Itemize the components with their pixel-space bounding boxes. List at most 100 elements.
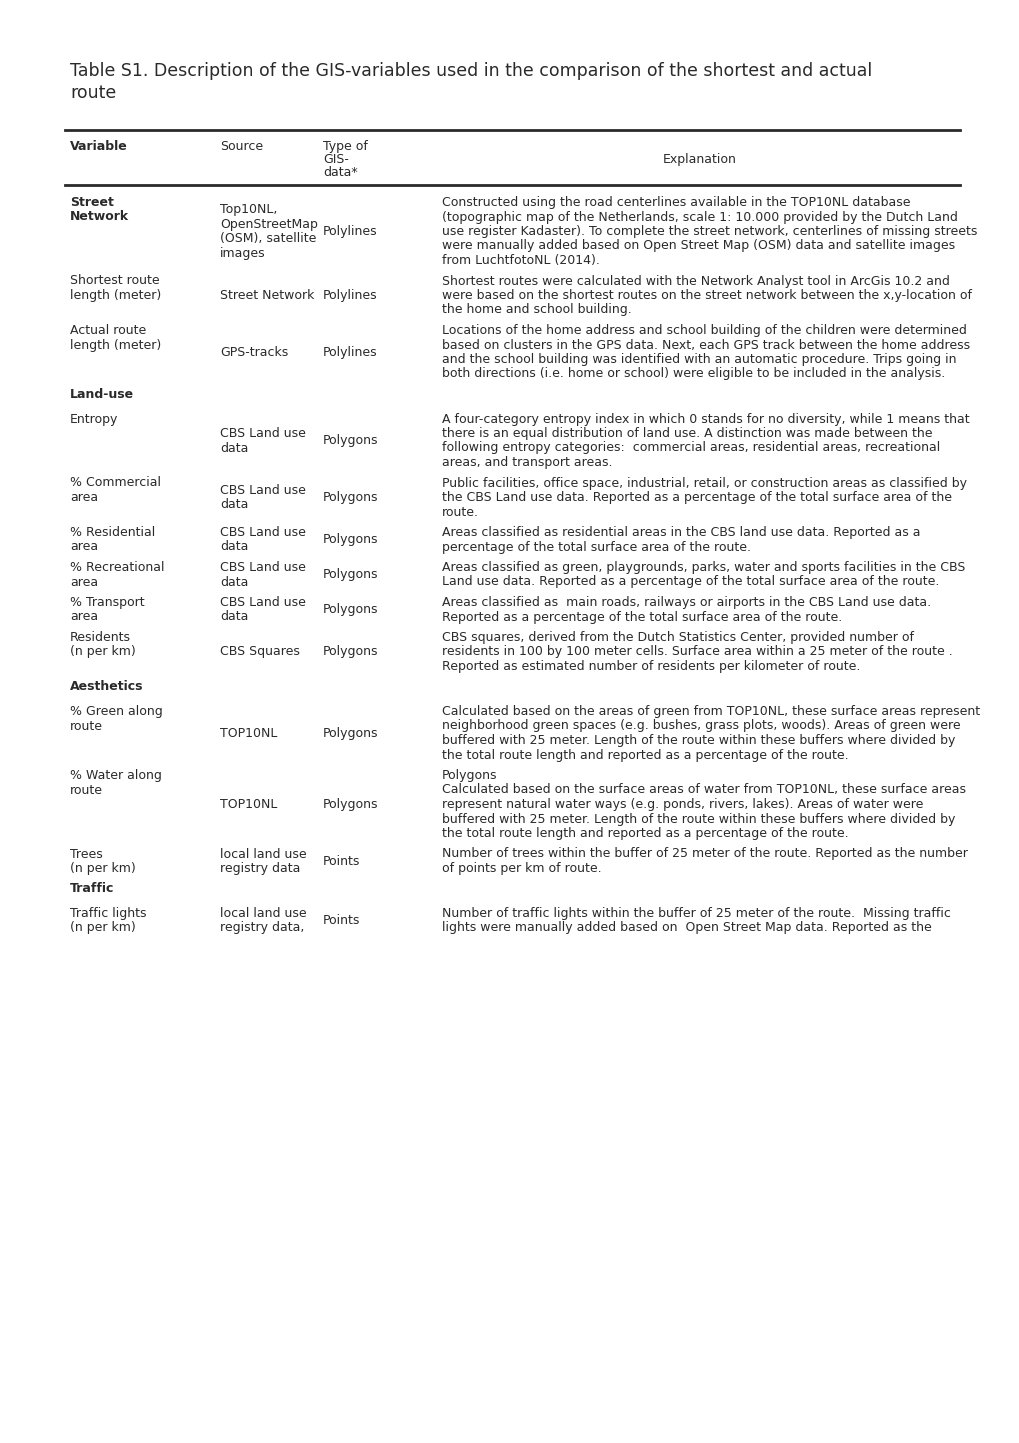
Text: (n per km): (n per km) (70, 861, 136, 874)
Text: both directions (i.e. home or school) were eligible to be included in the analys: both directions (i.e. home or school) we… (441, 368, 945, 381)
Text: OpenStreetMap: OpenStreetMap (220, 218, 318, 231)
Text: area: area (70, 541, 98, 554)
Text: following entropy categories:  commercial areas, residential areas, recreational: following entropy categories: commercial… (441, 442, 940, 455)
Text: Polygons: Polygons (441, 769, 497, 782)
Text: Polylines: Polylines (323, 289, 377, 302)
Text: data: data (220, 610, 249, 623)
Text: Shortest routes were calculated with the Network Analyst tool in ArcGis 10.2 and: Shortest routes were calculated with the… (441, 274, 949, 287)
Text: % Green along: % Green along (70, 706, 163, 719)
Text: buffered with 25 meter. Length of the route within these buffers where divided b: buffered with 25 meter. Length of the ro… (441, 734, 955, 747)
Text: CBS squares, derived from the Dutch Statistics Center, provided number of: CBS squares, derived from the Dutch Stat… (441, 631, 913, 644)
Text: CBS Squares: CBS Squares (220, 645, 300, 658)
Text: Type of: Type of (323, 140, 368, 153)
Text: Street: Street (70, 196, 114, 209)
Text: CBS Land use: CBS Land use (220, 596, 306, 609)
Text: Polygons: Polygons (323, 645, 378, 658)
Text: data: data (220, 541, 249, 554)
Text: Polygons: Polygons (323, 798, 378, 811)
Text: Calculated based on the areas of green from TOP10NL, these surface areas represe: Calculated based on the areas of green f… (441, 706, 979, 719)
Text: (topographic map of the Netherlands, scale 1: 10.000 provided by the Dutch Land: (topographic map of the Netherlands, sca… (441, 211, 957, 224)
Text: Table S1. Description of the GIS-variables used in the comparison of the shortes: Table S1. Description of the GIS-variabl… (70, 62, 871, 79)
Text: Polygons: Polygons (323, 569, 378, 582)
Text: (OSM), satellite: (OSM), satellite (220, 232, 316, 245)
Text: GPS-tracks: GPS-tracks (220, 346, 288, 359)
Text: Reported as estimated number of residents per kilometer of route.: Reported as estimated number of resident… (441, 659, 860, 672)
Text: Public facilities, office space, industrial, retail, or construction areas as cl: Public facilities, office space, industr… (441, 476, 966, 489)
Text: (n per km): (n per km) (70, 922, 136, 935)
Text: were based on the shortest routes on the street network between the x,y-location: were based on the shortest routes on the… (441, 289, 971, 302)
Text: Street Network: Street Network (220, 289, 314, 302)
Text: Source: Source (220, 140, 263, 153)
Text: GIS-: GIS- (323, 153, 348, 166)
Text: CBS Land use: CBS Land use (220, 527, 306, 540)
Text: were manually added based on Open Street Map (OSM) data and satellite images: were manually added based on Open Street… (441, 240, 954, 253)
Text: % Recreational: % Recreational (70, 561, 164, 574)
Text: the CBS Land use data. Reported as a percentage of the total surface area of the: the CBS Land use data. Reported as a per… (441, 491, 951, 504)
Text: route: route (70, 720, 103, 733)
Text: data*: data* (323, 166, 358, 179)
Text: use register Kadaster). To complete the street network, centerlines of missing s: use register Kadaster). To complete the … (441, 225, 976, 238)
Text: data: data (220, 576, 249, 589)
Text: Actual route: Actual route (70, 325, 146, 338)
Text: Polygons: Polygons (323, 603, 378, 616)
Text: from LuchtfotoNL (2014).: from LuchtfotoNL (2014). (441, 254, 599, 267)
Text: Polylines: Polylines (323, 346, 377, 359)
Text: Areas classified as residential areas in the CBS land use data. Reported as a: Areas classified as residential areas in… (441, 527, 919, 540)
Text: A four-category entropy index in which 0 stands for no diversity, while 1 means : A four-category entropy index in which 0… (441, 413, 969, 426)
Text: Land-use: Land-use (70, 388, 133, 401)
Text: registry data,: registry data, (220, 922, 304, 935)
Text: route.: route. (441, 505, 479, 518)
Text: Aesthetics: Aesthetics (70, 681, 144, 694)
Text: TOP10NL: TOP10NL (220, 727, 277, 740)
Text: Traffic lights: Traffic lights (70, 908, 147, 921)
Text: Locations of the home address and school building of the children were determine: Locations of the home address and school… (441, 325, 966, 338)
Text: lights were manually added based on  Open Street Map data. Reported as the: lights were manually added based on Open… (441, 922, 930, 935)
Text: Constructed using the road centerlines available in the TOP10NL database: Constructed using the road centerlines a… (441, 196, 910, 209)
Text: Residents: Residents (70, 631, 130, 644)
Text: buffered with 25 meter. Length of the route within these buffers where divided b: buffered with 25 meter. Length of the ro… (441, 812, 955, 825)
Text: the total route length and reported as a percentage of the route.: the total route length and reported as a… (441, 749, 848, 762)
Text: % Transport: % Transport (70, 596, 145, 609)
Text: area: area (70, 491, 98, 504)
Text: CBS Land use: CBS Land use (220, 561, 306, 574)
Text: there is an equal distribution of land use. A distinction was made between the: there is an equal distribution of land u… (441, 427, 931, 440)
Text: Areas classified as  main roads, railways or airports in the CBS Land use data.: Areas classified as main roads, railways… (441, 596, 930, 609)
Text: Areas classified as green, playgrounds, parks, water and sports facilities in th: Areas classified as green, playgrounds, … (441, 561, 964, 574)
Text: % Water along: % Water along (70, 769, 162, 782)
Text: area: area (70, 610, 98, 623)
Text: CBS Land use: CBS Land use (220, 483, 306, 496)
Text: data: data (220, 498, 249, 511)
Text: route: route (70, 784, 103, 797)
Text: and the school building was identified with an automatic procedure. Trips going : and the school building was identified w… (441, 354, 956, 367)
Text: registry data: registry data (220, 861, 300, 874)
Text: Traffic: Traffic (70, 883, 114, 896)
Text: percentage of the total surface area of the route.: percentage of the total surface area of … (441, 541, 750, 554)
Text: neighborhood green spaces (e.g. bushes, grass plots, woods). Areas of green were: neighborhood green spaces (e.g. bushes, … (441, 720, 960, 733)
Text: Variable: Variable (70, 140, 127, 153)
Text: Top10NL,: Top10NL, (220, 203, 277, 216)
Text: Explanation: Explanation (662, 153, 736, 166)
Text: Polygons: Polygons (323, 491, 378, 504)
Text: represent natural water ways (e.g. ponds, rivers, lakes). Areas of water were: represent natural water ways (e.g. ponds… (441, 798, 922, 811)
Text: (n per km): (n per km) (70, 645, 136, 658)
Text: Number of traffic lights within the buffer of 25 meter of the route.  Missing tr: Number of traffic lights within the buff… (441, 908, 950, 921)
Text: Land use data. Reported as a percentage of the total surface area of the route.: Land use data. Reported as a percentage … (441, 576, 938, 589)
Text: local land use: local land use (220, 847, 307, 860)
Text: Trees: Trees (70, 847, 103, 860)
Text: length (meter): length (meter) (70, 289, 161, 302)
Text: % Commercial: % Commercial (70, 476, 161, 489)
Text: CBS Land use: CBS Land use (220, 427, 306, 440)
Text: the home and school building.: the home and school building. (441, 303, 631, 316)
Text: length (meter): length (meter) (70, 339, 161, 352)
Text: route: route (70, 84, 116, 102)
Text: data: data (220, 442, 249, 455)
Text: Points: Points (323, 915, 360, 928)
Text: Network: Network (70, 211, 129, 224)
Text: images: images (220, 247, 265, 260)
Text: residents in 100 by 100 meter cells. Surface area within a 25 meter of the route: residents in 100 by 100 meter cells. Sur… (441, 645, 952, 658)
Text: Polygons: Polygons (323, 727, 378, 740)
Text: Shortest route: Shortest route (70, 274, 159, 287)
Text: Polygons: Polygons (323, 534, 378, 547)
Text: based on clusters in the GPS data. Next, each GPS track between the home address: based on clusters in the GPS data. Next,… (441, 339, 969, 352)
Text: Calculated based on the surface areas of water from TOP10NL, these surface areas: Calculated based on the surface areas of… (441, 784, 965, 797)
